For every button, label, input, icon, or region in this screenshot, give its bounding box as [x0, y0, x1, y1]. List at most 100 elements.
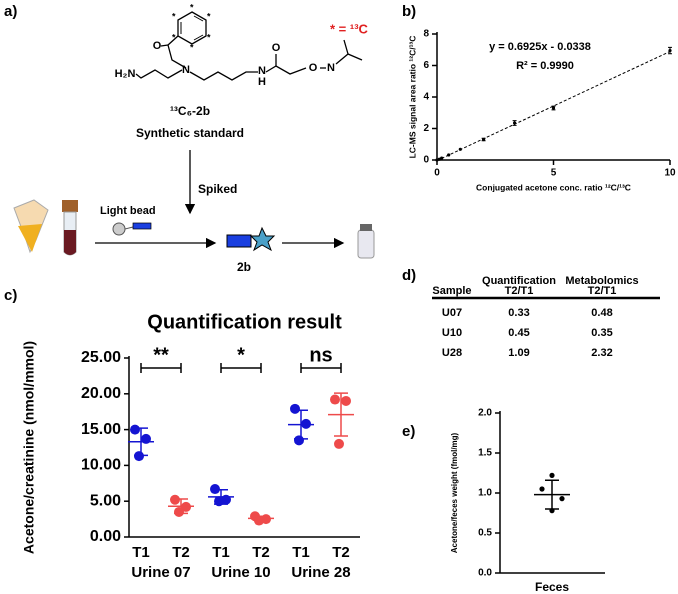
asterisk: *: [172, 11, 176, 21]
table-cell: 1.09: [508, 347, 529, 359]
significance-label: *: [237, 344, 245, 366]
r-squared: R² = 0.9990: [516, 60, 574, 72]
bead-label: Light bead: [100, 205, 156, 217]
compound-caption: Synthetic standard: [136, 126, 244, 140]
tube-content: [64, 230, 76, 255]
data-point: [458, 147, 462, 151]
bond: [347, 53, 363, 61]
column-header: Sample: [432, 285, 471, 297]
table-cell: U28: [442, 347, 462, 359]
benzene-ring: [177, 11, 207, 45]
data-point: [440, 156, 444, 160]
y-tick-label: 0.0: [478, 568, 492, 579]
asterisk: *: [190, 42, 194, 52]
y-tick-label: 8: [423, 29, 429, 40]
group-label: Urine 10: [211, 564, 270, 581]
error-bar: [174, 498, 188, 515]
isotope-legend: * = ¹³C: [330, 21, 369, 36]
fit-line: [436, 51, 671, 161]
x-tick-label: T2: [332, 544, 350, 561]
product-label: 2b: [237, 260, 251, 274]
significance-label: ns: [309, 344, 332, 366]
y-tick-label: 2.0: [478, 408, 492, 419]
data-point: [512, 121, 517, 125]
bond: [265, 65, 307, 75]
x-tick-label: 5: [551, 168, 557, 179]
y-tick-label: 0: [423, 155, 429, 166]
data-point: [330, 394, 340, 405]
label-asterisks: * * * * * *: [172, 2, 211, 52]
atom: H: [258, 76, 266, 88]
data-point: [668, 48, 672, 53]
data-point: [447, 153, 451, 157]
tube-content: [18, 224, 42, 252]
x-tick-label: 0: [434, 168, 440, 179]
panel-label: e): [402, 423, 415, 440]
y-axis-label: Acetone/feces weight (fmol/mg): [450, 432, 459, 553]
x-tick-label: T1: [292, 544, 310, 561]
table-cell: 0.33: [508, 307, 529, 319]
group-label: Urine 28: [291, 564, 350, 581]
bond: [135, 69, 183, 79]
y-tick-label: 0.5: [478, 528, 492, 539]
y-tick-label: 4: [423, 92, 429, 103]
data-point: [549, 472, 555, 478]
error-bar: [134, 427, 148, 457]
x-tick-label: T1: [212, 544, 230, 561]
table: SampleQuantificationT2/T1MetabolomicsT2/…: [432, 275, 660, 359]
x-tick-label: 10: [664, 168, 676, 179]
y-tick-label: 20.00: [81, 385, 121, 402]
atom: N: [182, 64, 190, 76]
column-header: Quantification: [482, 275, 556, 287]
column-header: Metabolomics: [565, 275, 638, 287]
atom: O: [309, 62, 318, 74]
x-tick-label: Feces: [535, 580, 569, 594]
y-tick-label: 10.00: [81, 457, 121, 474]
data-point: [482, 137, 486, 142]
bead: [112, 222, 126, 236]
vial: [357, 229, 375, 259]
data-point: [174, 506, 184, 517]
y-tick-label: 5.00: [90, 492, 121, 509]
bond: [167, 35, 187, 69]
atom: N: [327, 62, 335, 74]
asterisk: *: [207, 11, 211, 21]
asterisk: *: [207, 32, 211, 42]
significance-label: **: [153, 344, 169, 366]
bead-linker: [124, 226, 134, 230]
x-axis-label: Conjugated acetone conc. ratio ¹²C/¹³C: [476, 182, 631, 192]
significance-bar: [140, 363, 182, 373]
bond: [193, 34, 204, 41]
chart-title: Quantification result: [147, 311, 342, 333]
column-header-sub: T2/T1: [588, 285, 617, 297]
bond: [193, 15, 204, 22]
fit-equation: y = 0.6925x - 0.0338: [489, 41, 591, 53]
x-tick-label: T2: [252, 544, 270, 561]
significance-bar: [220, 363, 262, 373]
bead-tag: [132, 222, 152, 230]
atom: H₂N: [115, 68, 136, 80]
data-point: [559, 496, 565, 502]
data-point: [290, 403, 300, 414]
y-tick-label: 2: [423, 123, 429, 134]
bond: [189, 71, 258, 81]
error-bar: [254, 515, 268, 522]
data-point: [539, 486, 545, 492]
data-point: [130, 424, 140, 435]
y-axis-label: Acetone/creatinine (nmol/mmol): [21, 341, 37, 554]
table-cell: U10: [442, 327, 462, 339]
x-tick-label: T1: [132, 544, 150, 561]
data-point: [294, 435, 304, 446]
y-tick-label: 1.0: [478, 488, 492, 499]
table-cell: U07: [442, 307, 462, 319]
table-cell: 2.32: [591, 347, 612, 359]
y-tick-label: 15.00: [81, 421, 121, 438]
atom: O: [272, 42, 281, 54]
panel-label: b): [402, 3, 416, 20]
y-tick-label: 1.5: [478, 448, 492, 459]
table-cell: 0.48: [591, 307, 612, 319]
error-bar: [334, 392, 348, 437]
compound-name: ¹³C₆-2b: [170, 104, 210, 118]
arrow-label: Spiked: [198, 182, 237, 196]
